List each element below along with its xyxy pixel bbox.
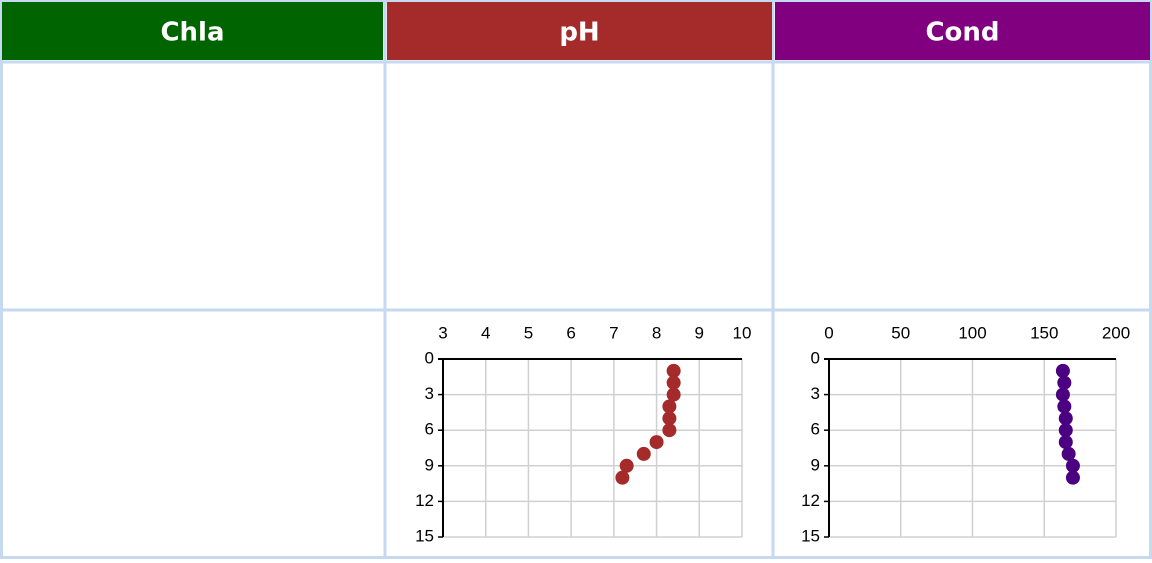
- data-point: [1055, 387, 1070, 402]
- data-point: [615, 470, 630, 485]
- y-tick-label: 0: [425, 348, 434, 367]
- x-tick-label: 6: [566, 323, 575, 342]
- y-tick-label: 3: [811, 384, 820, 403]
- data-point: [1065, 458, 1080, 473]
- data-point: [1057, 399, 1072, 414]
- y-tick-label: 12: [415, 491, 434, 510]
- y-tick-label: 15: [801, 526, 820, 545]
- data-point: [1058, 435, 1073, 450]
- data-point: [666, 375, 681, 390]
- data-point: [666, 387, 681, 402]
- data-point: [636, 446, 651, 461]
- x-tick-label: 5: [524, 323, 533, 342]
- x-tick-label: 3: [438, 323, 447, 342]
- x-tick-label: 100: [958, 323, 986, 342]
- data-point: [662, 423, 677, 438]
- data-point: [1057, 375, 1072, 390]
- x-tick-label: 8: [652, 323, 661, 342]
- header-cell: [2, 2, 383, 60]
- x-tick-label: 0: [824, 323, 833, 342]
- header-cell: [387, 2, 772, 60]
- y-tick-label: 9: [811, 455, 820, 474]
- data-point: [619, 458, 634, 473]
- data-point: [1055, 363, 1070, 378]
- data-point: [649, 435, 664, 450]
- x-tick-label: 7: [609, 323, 618, 342]
- y-tick-label: 6: [811, 420, 820, 439]
- header-label: Cond: [925, 18, 999, 48]
- x-tick-label: 200: [1102, 323, 1130, 342]
- header-label: Chla: [160, 18, 224, 48]
- y-tick-label: 9: [425, 455, 434, 474]
- data-point: [662, 399, 677, 414]
- x-tick-label: 10: [733, 323, 752, 342]
- x-tick-label: 50: [891, 323, 910, 342]
- data-point: [1058, 423, 1073, 438]
- x-tick-label: 9: [695, 323, 704, 342]
- y-tick-label: 15: [415, 526, 434, 545]
- data-point: [1065, 470, 1080, 485]
- y-tick-label: 12: [801, 491, 820, 510]
- y-tick-label: 6: [425, 420, 434, 439]
- data-point: [1061, 446, 1076, 461]
- header-cell: [775, 2, 1150, 60]
- y-tick-label: 0: [811, 348, 820, 367]
- x-tick-label: 150: [1030, 323, 1058, 342]
- data-point: [1058, 411, 1073, 426]
- header-label: pH: [559, 18, 599, 48]
- data-point: [662, 411, 677, 426]
- data-point: [666, 363, 681, 378]
- x-tick-label: 4: [481, 323, 490, 342]
- y-tick-label: 3: [425, 384, 434, 403]
